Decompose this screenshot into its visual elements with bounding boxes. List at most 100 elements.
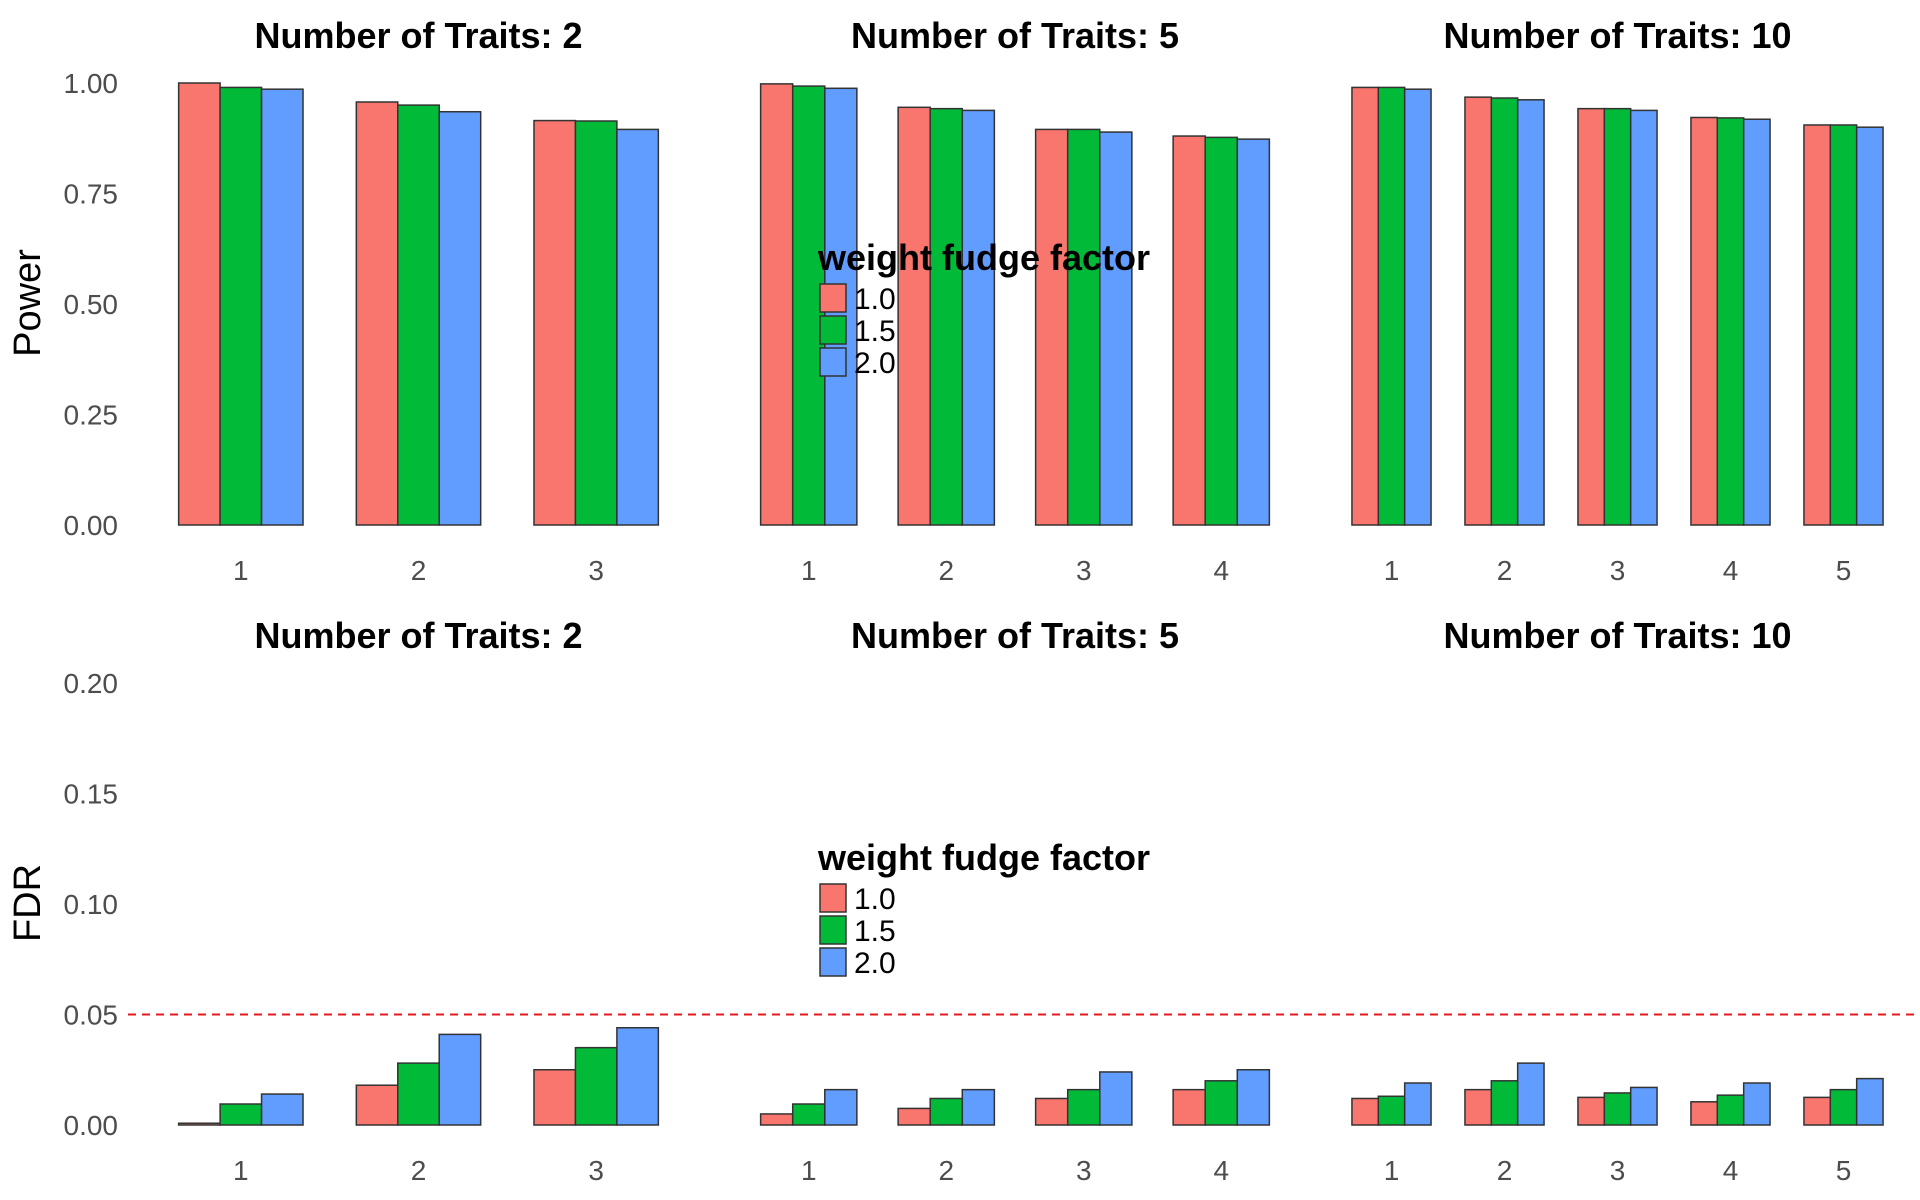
panel-title: Number of Traits: 10 [1443, 15, 1791, 56]
bar [897, 1107, 931, 1126]
legend-key [819, 883, 847, 913]
x-tick-label: 3 [1076, 555, 1092, 586]
bar [1464, 1088, 1493, 1126]
bar [533, 1069, 577, 1126]
y-tick-label: 0.00 [64, 1110, 119, 1141]
bar [260, 88, 304, 526]
bar [929, 1097, 964, 1126]
legend-key [819, 915, 847, 945]
bar [1204, 136, 1239, 526]
bar [574, 1046, 618, 1126]
bar [1066, 128, 1101, 526]
x-tick-label: 1 [233, 1155, 249, 1186]
x-tick-label: 2 [411, 555, 427, 586]
x-tick-label: 4 [1213, 555, 1229, 586]
x-tick-label: 4 [1723, 555, 1739, 586]
bar [1351, 86, 1380, 526]
x-tick-label: 4 [1213, 1155, 1229, 1186]
legend-key [819, 347, 847, 377]
bar [1099, 1071, 1133, 1126]
bar [1803, 1096, 1832, 1126]
facet-panel: Number of Traits: 2 1 2 3 [177, 15, 660, 586]
x-tick-label: 1 [801, 555, 817, 586]
bar [961, 1088, 996, 1126]
bar [1716, 1094, 1745, 1126]
legend-title: weight fudge factor [817, 237, 1150, 278]
bar [1803, 124, 1832, 526]
bar [438, 1033, 482, 1126]
x-tick-label: 2 [938, 1155, 954, 1186]
x-tick-label: 5 [1836, 555, 1852, 586]
panel-title: Number of Traits: 5 [851, 15, 1179, 56]
facet-panel: Number of Traits: 5 1 2 3 4 [759, 15, 1271, 586]
y-axis-title: Power [7, 249, 49, 357]
y-tick-label: 0.75 [64, 179, 119, 210]
bar [791, 1103, 826, 1126]
facet-panel: Number of Traits: 10 1 2 3 4 5 [1351, 15, 1884, 586]
x-tick-label: 5 [1836, 1155, 1852, 1186]
x-tick-label: 2 [1497, 1155, 1513, 1186]
bar [1099, 131, 1133, 526]
y-tick-label: 0.10 [64, 889, 119, 920]
bar [1742, 1082, 1771, 1126]
bar [1855, 126, 1884, 526]
bar [1377, 86, 1406, 526]
bar [759, 83, 794, 526]
x-tick-label: 1 [1384, 555, 1400, 586]
y-tick-label: 1.00 [64, 68, 119, 99]
bar [1855, 1077, 1884, 1126]
x-tick-label: 2 [1497, 555, 1513, 586]
bar [1516, 1062, 1545, 1126]
x-tick-label: 3 [1610, 1155, 1626, 1186]
panel-title: Number of Traits: 5 [851, 615, 1179, 656]
facet-panel: Number of Traits: 10 1 2 3 4 5 [1351, 615, 1884, 1186]
bar [397, 104, 440, 526]
bar [397, 1062, 440, 1126]
panel-title: Number of Traits: 10 [1443, 615, 1791, 656]
legend-label: 2.0 [854, 347, 896, 380]
x-tick-label: 4 [1723, 1155, 1739, 1186]
bar [1716, 117, 1745, 526]
bar [533, 119, 577, 526]
bar [1629, 109, 1658, 526]
bar [1603, 107, 1632, 526]
bar [1403, 1082, 1432, 1126]
bar [1603, 1092, 1632, 1126]
bar [355, 1084, 399, 1126]
y-tick-label: 0.25 [64, 400, 119, 431]
bar [1742, 118, 1771, 526]
facet-panel: Number of Traits: 5 1 2 3 4 [759, 615, 1271, 1186]
legend-label: 1.0 [854, 883, 896, 916]
bar [1829, 124, 1858, 526]
legend-title: weight fudge factor [817, 837, 1150, 878]
x-tick-label: 1 [801, 1155, 817, 1186]
bar [1829, 1088, 1858, 1126]
y-tick-label: 0.15 [64, 779, 119, 810]
bar [824, 1088, 858, 1126]
x-tick-label: 1 [233, 555, 249, 586]
legend-label: 2.0 [854, 947, 896, 980]
legend-key [819, 315, 847, 345]
x-tick-label: 2 [411, 1155, 427, 1186]
y-axis-title: FDR [7, 864, 49, 942]
bar [1690, 116, 1719, 526]
bar [438, 110, 482, 526]
bar [355, 101, 399, 526]
chart-row-fdr: FDR 0.00 0.05 0.10 0.15 0.20 Number of Traits:… [7, 615, 1920, 1186]
bar [897, 106, 931, 526]
bar [759, 1113, 794, 1126]
bar [1403, 88, 1432, 526]
bar [1172, 135, 1206, 526]
bar [1066, 1088, 1101, 1126]
legend: weight fudge factor 1.01.52.0 [817, 837, 1150, 980]
legend: weight fudge factor 1.01.52.0 [817, 237, 1150, 380]
bar [177, 1122, 221, 1126]
bar [929, 107, 964, 526]
legend-key [819, 283, 847, 313]
bar [219, 1103, 263, 1126]
bar [260, 1093, 304, 1126]
bar [1236, 1069, 1271, 1126]
bar [1516, 99, 1545, 526]
bar [1377, 1095, 1406, 1126]
